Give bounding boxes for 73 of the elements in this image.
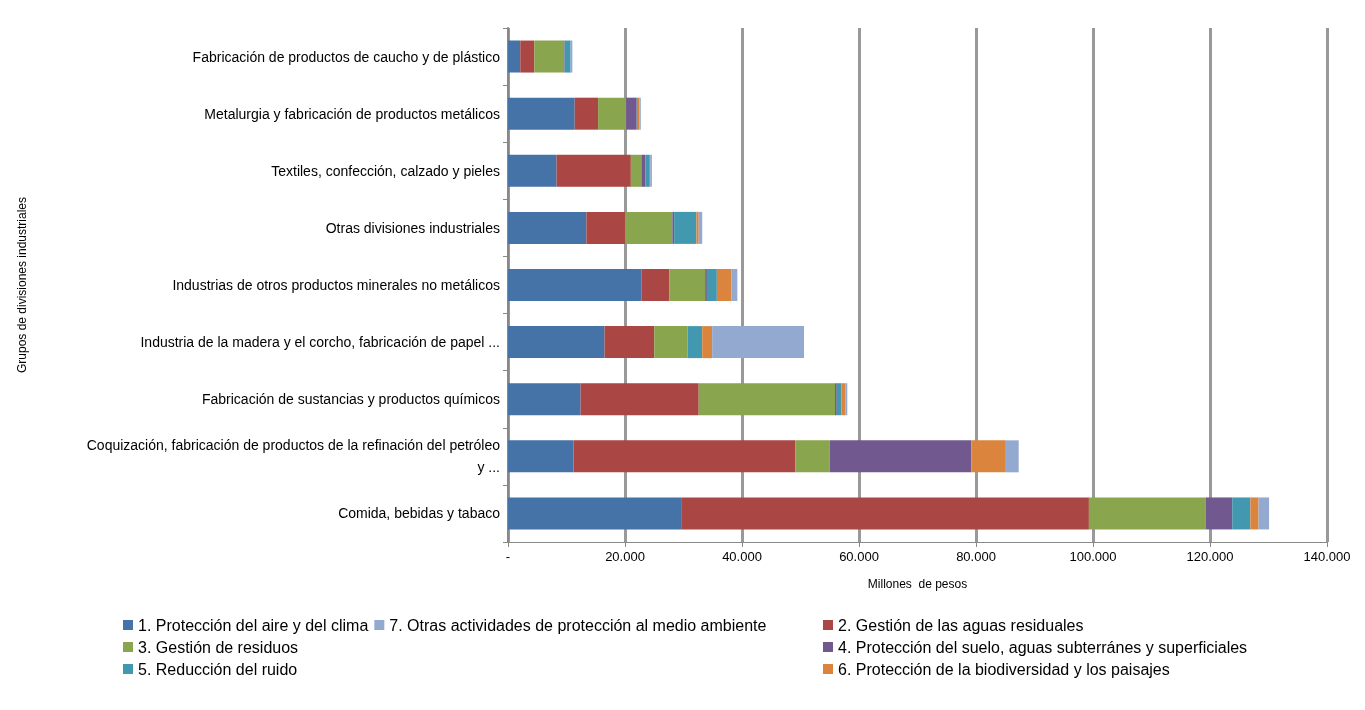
bar bbox=[1005, 440, 1019, 473]
bar bbox=[1258, 497, 1270, 530]
bar bbox=[508, 440, 574, 473]
legend-label: 1. Protección del aire y del clima bbox=[138, 616, 369, 634]
bar bbox=[702, 326, 713, 359]
bar bbox=[604, 326, 655, 359]
bar bbox=[556, 154, 631, 187]
y-axis-title: Grupos de divisiones industriales bbox=[15, 196, 29, 374]
bar bbox=[681, 497, 1089, 530]
bar bbox=[698, 383, 836, 416]
bar bbox=[508, 269, 642, 301]
y-tick-label: Industrias de otros productos minerales no metálicos bbox=[172, 277, 500, 293]
y-tick-label: Otras divisiones industriales bbox=[325, 219, 500, 236]
legend-label: 4. Protección del suelo, aguas subterránes y superficiales bbox=[838, 638, 1248, 656]
legend-label: 5. Reducción del ruido bbox=[138, 660, 298, 678]
x-tick-label: 20.000 bbox=[605, 549, 645, 564]
legend-label: 2. Gestión de las aguas residuales bbox=[838, 616, 1084, 634]
legend-label: 7. Otras actividades de protección al medio ambiente bbox=[389, 616, 767, 634]
x-tick-label: 80.000 bbox=[956, 549, 996, 564]
y-tick-label: Fabricación de sustancias y productos químicos bbox=[201, 391, 500, 408]
bar bbox=[829, 440, 972, 473]
bar bbox=[626, 97, 637, 130]
bar bbox=[795, 440, 830, 473]
x-tick-label: - bbox=[505, 549, 511, 564]
bar bbox=[641, 269, 670, 301]
y-tick-label: Coquización, fabricación de productos de la refinación del petróleo y ... bbox=[86, 437, 501, 476]
x-axis-title: Millones de pesos bbox=[867, 577, 968, 591]
bar bbox=[971, 440, 1006, 473]
bar bbox=[574, 97, 599, 130]
bar bbox=[520, 40, 535, 73]
legend-label: 3. Gestión de residuos bbox=[138, 638, 299, 656]
legend-label: 6. Protección de la biodiversidad y los paisajes bbox=[838, 660, 1170, 678]
x-tick-label: 140.000 bbox=[1303, 549, 1351, 564]
bar bbox=[534, 40, 565, 73]
bar bbox=[508, 40, 521, 73]
bar bbox=[669, 269, 706, 301]
bar bbox=[1232, 497, 1251, 530]
bar bbox=[1205, 497, 1233, 530]
bar bbox=[586, 211, 625, 244]
bar bbox=[716, 269, 732, 301]
x-tick-label: 40.000 bbox=[722, 549, 762, 564]
bar bbox=[841, 383, 846, 416]
x-tick-label: 120.000 bbox=[1186, 549, 1234, 564]
bar bbox=[731, 269, 738, 301]
x-tick-label: 60.000 bbox=[839, 549, 879, 564]
bar bbox=[508, 326, 605, 359]
y-tick-label: Metalurgia y fabricación de productos metálicos bbox=[204, 105, 500, 122]
bar bbox=[598, 97, 627, 130]
bar bbox=[630, 154, 642, 187]
bar bbox=[564, 40, 571, 73]
bar bbox=[712, 326, 805, 359]
bar bbox=[508, 497, 682, 530]
bar bbox=[1250, 497, 1259, 530]
bar bbox=[1088, 497, 1206, 530]
y-tick-label: Industria de la madera y el corcho, fabricación de papel ... bbox=[140, 334, 500, 351]
bar bbox=[687, 326, 703, 359]
bar bbox=[654, 326, 688, 359]
bar bbox=[508, 97, 575, 130]
bar bbox=[645, 154, 649, 187]
bar bbox=[641, 154, 646, 187]
y-tick-label: Textiles, confección, calzado y pieles bbox=[271, 162, 500, 179]
y-tick-label: Fabricación de productos de caucho y de plástico bbox=[192, 48, 501, 65]
bar bbox=[696, 211, 699, 244]
x-tick-label: 100.000 bbox=[1069, 549, 1117, 564]
bar bbox=[625, 211, 673, 244]
bar bbox=[674, 211, 697, 244]
bar bbox=[706, 269, 717, 301]
bar bbox=[580, 383, 699, 416]
bar bbox=[508, 154, 557, 187]
y-tick-label: Comida, bebidas y tabaco bbox=[338, 505, 501, 522]
bar bbox=[573, 440, 796, 473]
bar bbox=[508, 211, 587, 244]
bar bbox=[508, 383, 581, 416]
